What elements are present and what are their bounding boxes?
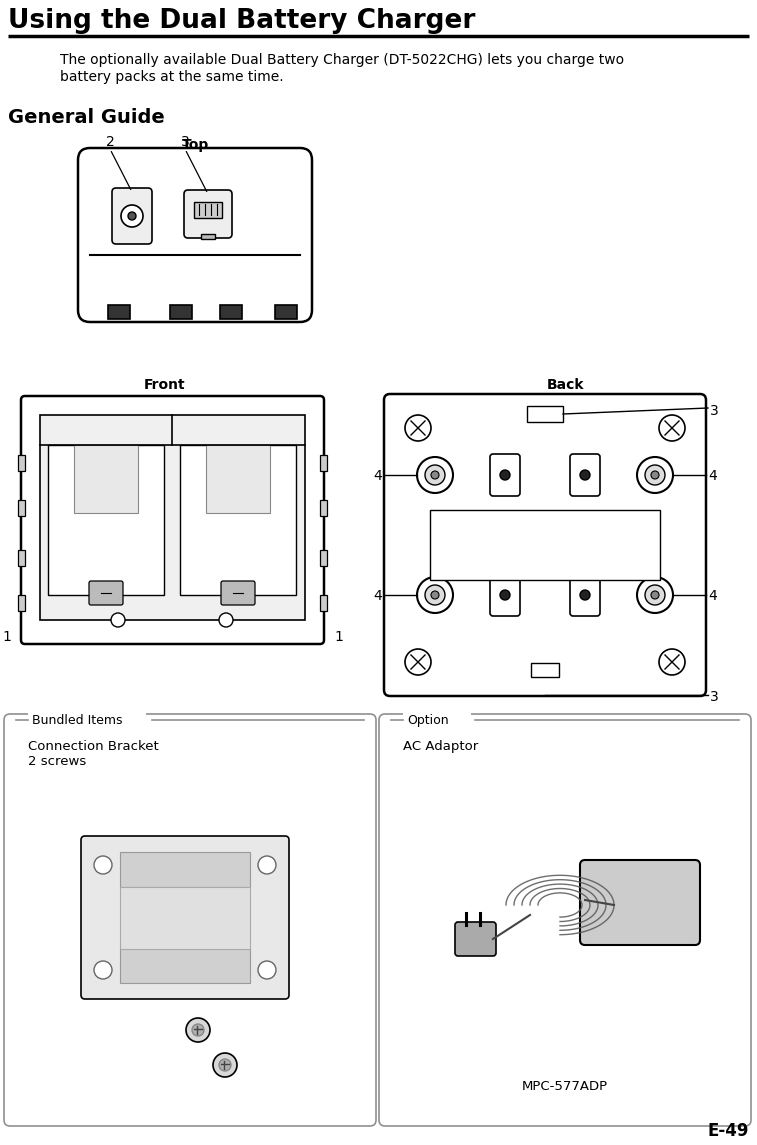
Circle shape bbox=[651, 591, 659, 599]
Bar bbox=[320, 455, 327, 471]
Circle shape bbox=[659, 649, 685, 676]
Bar bbox=[430, 510, 660, 581]
Circle shape bbox=[94, 856, 112, 874]
Text: 3: 3 bbox=[710, 690, 718, 704]
Bar bbox=[28, 712, 146, 728]
Circle shape bbox=[111, 613, 125, 627]
FancyBboxPatch shape bbox=[384, 394, 706, 696]
Circle shape bbox=[121, 205, 143, 227]
Bar bbox=[201, 234, 215, 239]
Bar bbox=[206, 445, 270, 513]
Circle shape bbox=[425, 465, 445, 485]
Text: 3: 3 bbox=[181, 135, 189, 149]
FancyBboxPatch shape bbox=[570, 455, 600, 496]
Circle shape bbox=[219, 1059, 231, 1071]
Bar bbox=[531, 663, 559, 677]
Circle shape bbox=[431, 591, 439, 599]
Text: Connection Bracket
2 screws: Connection Bracket 2 screws bbox=[28, 740, 159, 768]
Text: Bundled Items: Bundled Items bbox=[32, 714, 123, 727]
Circle shape bbox=[637, 577, 673, 613]
Circle shape bbox=[651, 471, 659, 479]
Text: Using the Dual Battery Charger: Using the Dual Battery Charger bbox=[8, 8, 475, 34]
Bar bbox=[220, 305, 242, 319]
Bar bbox=[108, 305, 130, 319]
Text: The optionally available Dual Battery Charger (DT-5022CHG) lets you charge two: The optionally available Dual Battery Ch… bbox=[60, 53, 624, 68]
Circle shape bbox=[186, 1018, 210, 1042]
Circle shape bbox=[417, 577, 453, 613]
FancyBboxPatch shape bbox=[379, 714, 751, 1126]
Text: 4: 4 bbox=[373, 469, 382, 483]
Text: Back: Back bbox=[547, 378, 584, 392]
Bar bbox=[120, 852, 250, 887]
Bar bbox=[18, 455, 25, 471]
Bar bbox=[275, 305, 297, 319]
Text: Front: Front bbox=[144, 378, 185, 392]
FancyBboxPatch shape bbox=[78, 148, 312, 322]
Bar bbox=[120, 887, 250, 949]
Circle shape bbox=[219, 613, 233, 627]
Circle shape bbox=[500, 469, 510, 480]
FancyBboxPatch shape bbox=[184, 190, 232, 238]
FancyBboxPatch shape bbox=[221, 581, 255, 605]
Circle shape bbox=[405, 414, 431, 441]
Circle shape bbox=[659, 414, 685, 441]
Circle shape bbox=[258, 961, 276, 979]
Text: 4: 4 bbox=[708, 469, 717, 483]
Circle shape bbox=[405, 649, 431, 676]
Text: 1: 1 bbox=[334, 630, 343, 643]
Text: E-49: E-49 bbox=[708, 1122, 749, 1140]
Bar bbox=[320, 550, 327, 566]
Bar bbox=[180, 445, 296, 595]
Bar bbox=[18, 550, 25, 566]
Circle shape bbox=[431, 471, 439, 479]
Circle shape bbox=[425, 585, 445, 605]
Circle shape bbox=[128, 212, 136, 220]
Bar bbox=[403, 712, 471, 728]
FancyBboxPatch shape bbox=[580, 860, 700, 945]
Circle shape bbox=[417, 457, 453, 493]
Bar bbox=[40, 414, 305, 619]
Text: AC Adaptor: AC Adaptor bbox=[403, 740, 478, 753]
Circle shape bbox=[213, 1053, 237, 1077]
FancyBboxPatch shape bbox=[490, 455, 520, 496]
Bar bbox=[120, 948, 250, 984]
Text: 4: 4 bbox=[373, 589, 382, 603]
Text: MPC-577ADP: MPC-577ADP bbox=[522, 1080, 608, 1093]
Text: 1: 1 bbox=[2, 630, 11, 643]
Bar bbox=[320, 595, 327, 611]
Bar bbox=[18, 500, 25, 516]
Bar bbox=[170, 305, 192, 319]
Bar bbox=[74, 445, 138, 513]
FancyBboxPatch shape bbox=[89, 581, 123, 605]
Text: Option: Option bbox=[407, 714, 449, 727]
Circle shape bbox=[192, 1024, 204, 1036]
Circle shape bbox=[580, 469, 590, 480]
FancyBboxPatch shape bbox=[112, 188, 152, 244]
Circle shape bbox=[645, 585, 665, 605]
Circle shape bbox=[258, 856, 276, 874]
Bar bbox=[194, 202, 222, 218]
FancyBboxPatch shape bbox=[81, 836, 289, 998]
Text: General Guide: General Guide bbox=[8, 108, 165, 127]
FancyBboxPatch shape bbox=[570, 574, 600, 616]
Bar bbox=[527, 406, 563, 423]
Bar bbox=[320, 500, 327, 516]
Text: 2: 2 bbox=[106, 135, 114, 149]
Circle shape bbox=[580, 590, 590, 600]
Text: battery packs at the same time.: battery packs at the same time. bbox=[60, 70, 284, 84]
Text: 4: 4 bbox=[708, 589, 717, 603]
Bar bbox=[48, 445, 164, 595]
Circle shape bbox=[637, 457, 673, 493]
Circle shape bbox=[645, 465, 665, 485]
Circle shape bbox=[500, 590, 510, 600]
Text: 3: 3 bbox=[710, 404, 718, 418]
Circle shape bbox=[94, 961, 112, 979]
FancyBboxPatch shape bbox=[490, 574, 520, 616]
FancyBboxPatch shape bbox=[4, 714, 376, 1126]
FancyBboxPatch shape bbox=[21, 396, 324, 643]
Text: Top: Top bbox=[182, 139, 209, 152]
FancyBboxPatch shape bbox=[455, 922, 496, 956]
Bar bbox=[18, 595, 25, 611]
